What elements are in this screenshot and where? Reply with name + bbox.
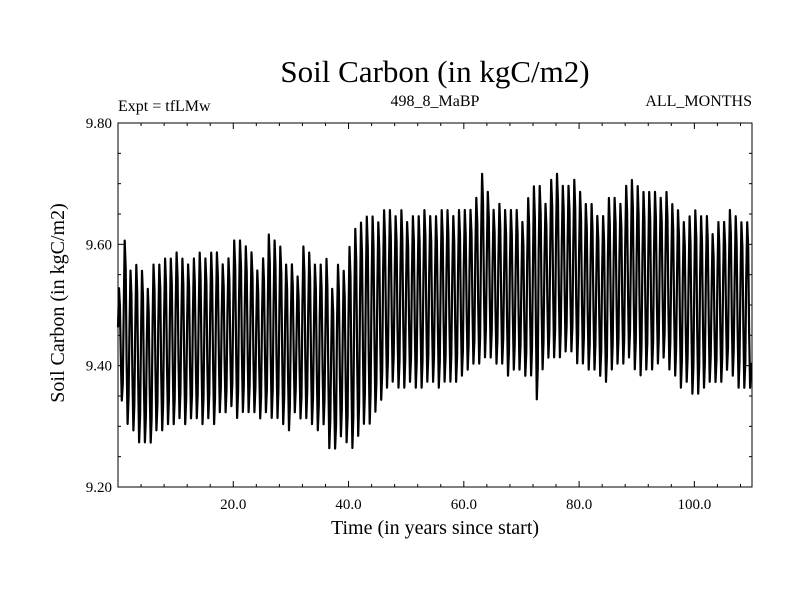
chart-title: Soil Carbon (in kgC/m2) <box>280 54 589 89</box>
x-tick-label: 80.0 <box>566 497 592 513</box>
plot-area <box>116 172 753 450</box>
y-tick-label: 9.80 <box>86 116 112 132</box>
dataset-label: 498_8_MaBP <box>391 93 480 110</box>
x-tick-label: 40.0 <box>335 497 361 513</box>
experiment-label: Expt = tfLMw <box>118 98 211 115</box>
y-tick-label: 9.20 <box>86 480 112 496</box>
x-tick-label: 60.0 <box>451 497 477 513</box>
period-label: ALL_MONTHS <box>645 93 752 110</box>
axes: 20.0 40.0 60.0 80.0 100.0 9.20 9.40 9.60 9.80 <box>86 116 753 513</box>
x-tick-label: 20.0 <box>220 497 246 513</box>
y-axis-label: Soil Carbon (in kgC/m2) <box>47 203 69 402</box>
series-line <box>116 172 753 450</box>
y-tick-label: 9.40 <box>86 359 112 375</box>
y-tick-label: 9.60 <box>86 237 112 253</box>
x-axis-label: Time (in years since start) <box>331 517 539 539</box>
x-tick-label: 100.0 <box>677 497 711 513</box>
